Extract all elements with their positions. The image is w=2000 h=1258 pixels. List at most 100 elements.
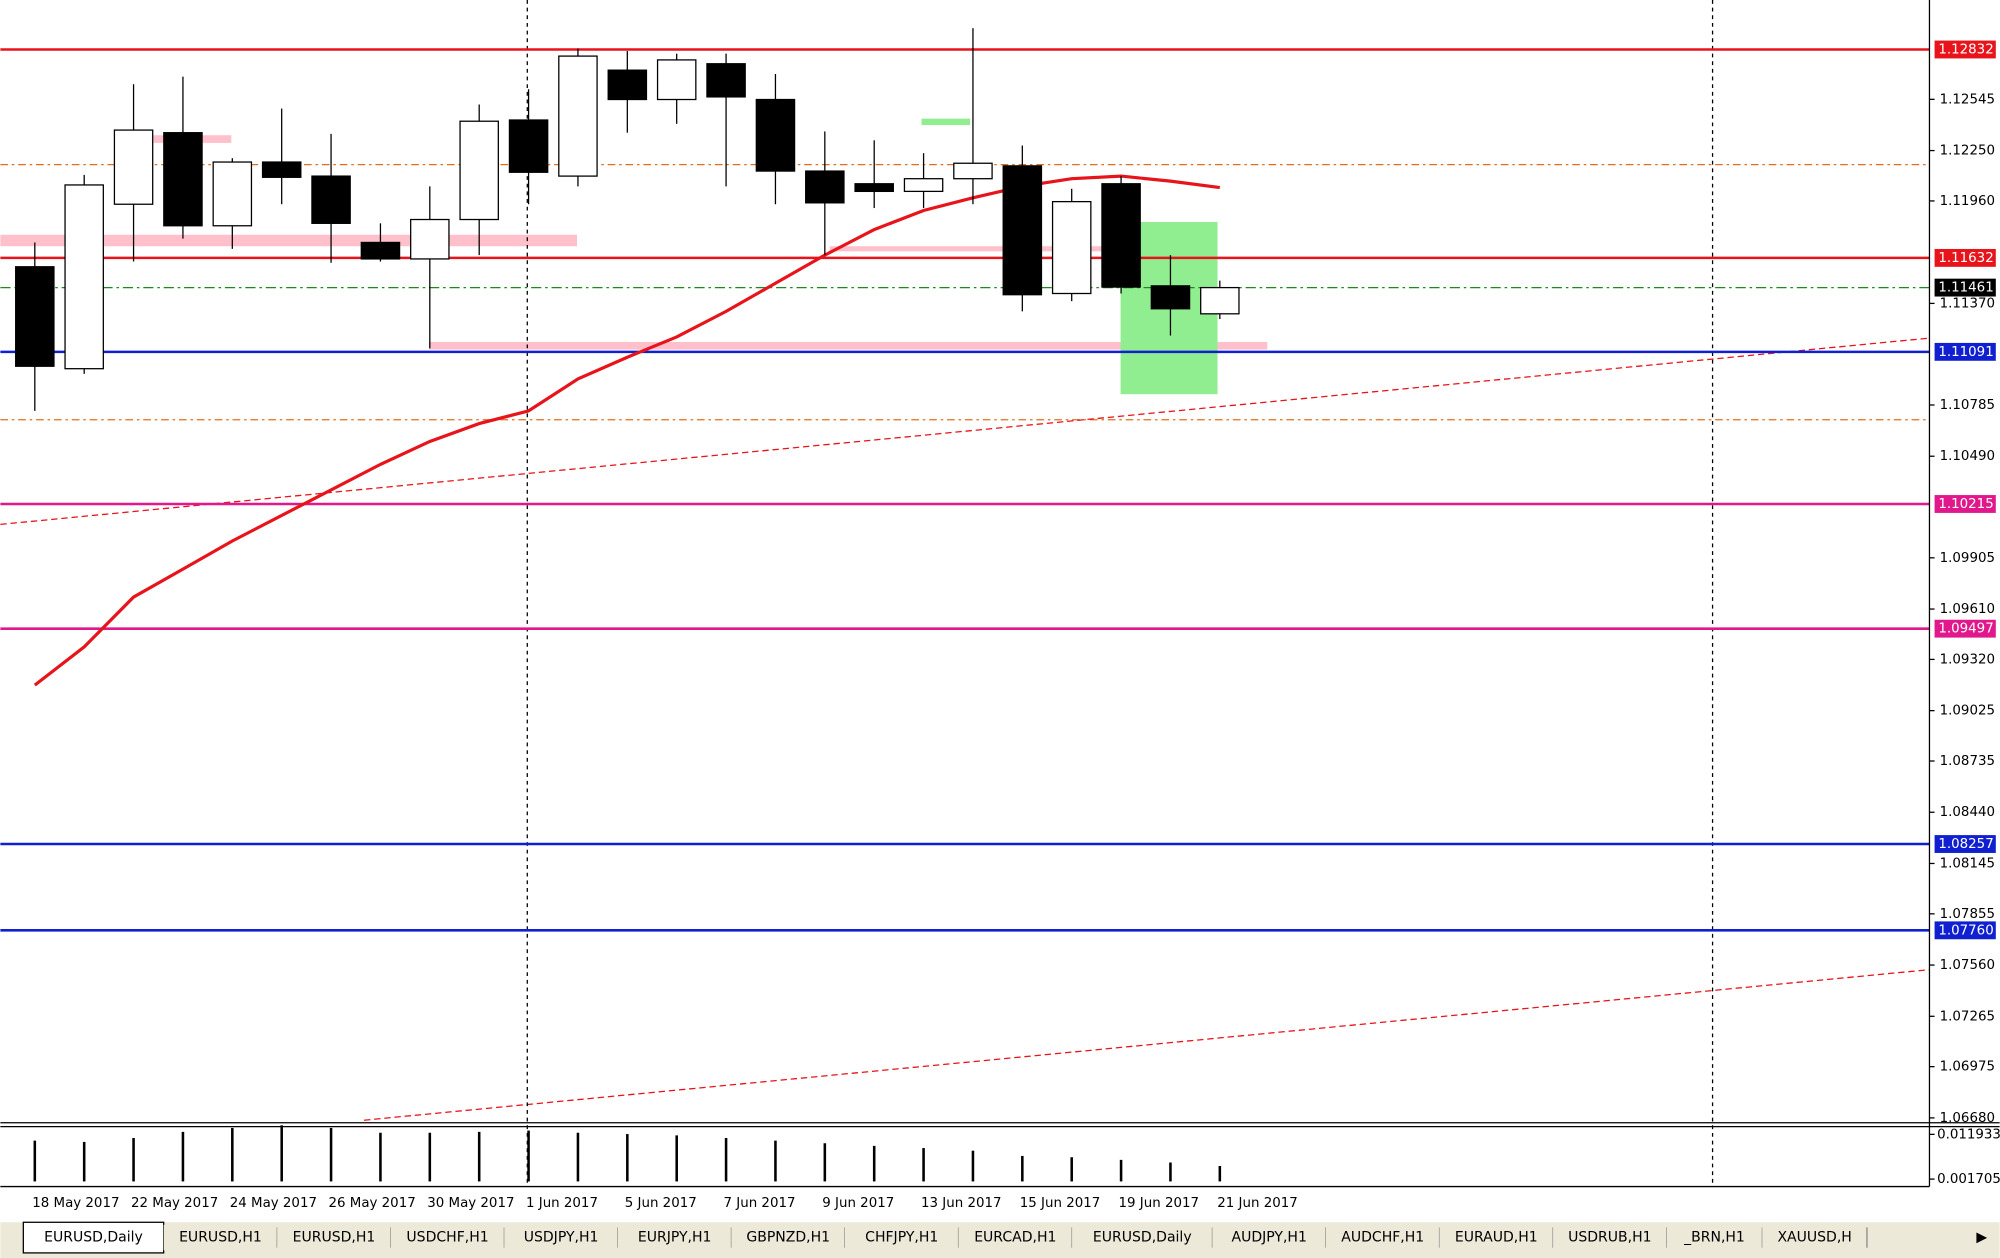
tab-label[interactable]: EURAUD,H1: [1455, 1230, 1538, 1246]
level-label: 1.11632: [1938, 251, 1993, 266]
tab[interactable]: [844, 1224, 959, 1251]
level-label: 1.10215: [1938, 497, 1993, 512]
candle-body: [805, 170, 845, 204]
y-tick-label: 1.09320: [1940, 652, 1995, 667]
y-tick-label: 1.07265: [1940, 1009, 1995, 1024]
tab-label[interactable]: _BRN,H1: [1683, 1230, 1745, 1246]
tab[interactable]: [1666, 1224, 1763, 1251]
tab-label[interactable]: AUDJPY,H1: [1232, 1230, 1307, 1246]
tab-label[interactable]: EURJPY,H1: [638, 1230, 712, 1246]
candle-body: [903, 178, 944, 193]
y-tick-label: 1.08145: [1940, 856, 1995, 871]
candle-body: [755, 98, 796, 172]
level-label-box: [1934, 495, 1996, 513]
x-tick-label: 7 Jun 2017: [724, 1196, 796, 1211]
zone: [429, 341, 1268, 350]
y-tick-label: 1.11370: [1940, 296, 1995, 311]
x-tick-label: 5 Jun 2017: [625, 1196, 697, 1211]
x-tick-label: 19 Jun 2017: [1119, 1196, 1199, 1211]
candle-body: [558, 55, 598, 177]
x-tick-label: 26 May 2017: [329, 1196, 416, 1211]
candle-body: [1150, 285, 1191, 310]
tab-label[interactable]: GBPNZD,H1: [746, 1230, 830, 1246]
level-label: 1.11091: [1938, 345, 1993, 360]
candle-body: [1200, 286, 1240, 315]
y-tick-label: 1.07855: [1940, 907, 1995, 922]
level-label: 1.07760: [1938, 923, 1993, 938]
x-tick-label: 18 May 2017: [32, 1196, 119, 1211]
candle-body: [508, 119, 549, 173]
indicator-tick-label: 0.001705: [1937, 1172, 2000, 1187]
tab[interactable]: [1439, 1224, 1554, 1251]
candle-body: [113, 129, 154, 205]
tab-label[interactable]: USDCHF,H1: [406, 1230, 488, 1246]
candle-body: [15, 266, 55, 367]
tab[interactable]: [958, 1224, 1073, 1251]
candle-body: [261, 161, 302, 178]
trendline: [0, 337, 1930, 526]
tab-label[interactable]: EURUSD,H1: [179, 1230, 262, 1246]
candle-body: [459, 120, 499, 221]
tab[interactable]: [1212, 1224, 1326, 1251]
x-tick-label: 24 May 2017: [230, 1196, 317, 1211]
tab-label[interactable]: EURUSD,Daily: [44, 1230, 143, 1246]
y-tick-label: 1.10785: [1940, 398, 1995, 413]
y-tick-label: 1.10490: [1940, 449, 1995, 464]
y-tick-label: 1.06975: [1940, 1060, 1995, 1075]
y-tick-label: 1.09610: [1940, 602, 1995, 617]
plot: [15, 28, 1240, 1182]
tab[interactable]: [504, 1224, 618, 1251]
x-tick-label: 30 May 2017: [427, 1196, 514, 1211]
candle-body: [410, 218, 450, 260]
x-tick-label: 15 Jun 2017: [1020, 1196, 1100, 1211]
tab-label[interactable]: CHFJPY,H1: [865, 1230, 938, 1246]
candle-body: [854, 183, 894, 193]
y-tick-label: 1.07560: [1940, 958, 1995, 973]
tab[interactable]: [277, 1224, 391, 1251]
zone: [921, 118, 971, 126]
level-label-box: [1934, 619, 1996, 638]
tab-label[interactable]: EURUSD,H1: [293, 1230, 376, 1246]
candle-body: [1101, 183, 1141, 288]
tab-scroll[interactable]: ▶: [1976, 1230, 1987, 1246]
candle-body: [656, 59, 697, 101]
level-label-box: [1934, 40, 1996, 59]
level-label-box: [1934, 921, 1996, 940]
candle-body: [953, 162, 993, 180]
tabs: EURUSD,Daily EURUSD,H1 EURUSD,H1 USDCHF,H1 U…: [22, 1221, 1868, 1254]
candle-body: [1051, 200, 1092, 295]
level-label-box: [1934, 342, 1996, 361]
zone: [829, 246, 1162, 252]
y-tick-label: 1.08440: [1940, 805, 1995, 820]
tab-label[interactable]: EURUSD,Daily: [1093, 1230, 1192, 1246]
candle-body: [607, 69, 648, 101]
tab-label[interactable]: USDRUB,H1: [1568, 1230, 1651, 1246]
x-tick-label: 1 Jun 2017: [526, 1196, 598, 1211]
tab-label[interactable]: XAUUSD,H: [1777, 1230, 1851, 1246]
tab[interactable]: [390, 1224, 505, 1251]
tab[interactable]: [731, 1224, 845, 1251]
candle-body: [311, 175, 351, 224]
y-tick-label: 1.06680: [1940, 1111, 1995, 1126]
tab[interactable]: [163, 1224, 278, 1251]
tab[interactable]: [1325, 1224, 1440, 1251]
tab[interactable]: [1762, 1224, 1867, 1251]
tab[interactable]: [1553, 1224, 1667, 1251]
y-tick-label: 1.09905: [1940, 551, 1995, 566]
candle-body: [163, 132, 203, 227]
candle-body: [706, 63, 746, 98]
tab-label[interactable]: USDJPY,H1: [524, 1230, 599, 1246]
tab-label[interactable]: AUDCHF,H1: [1341, 1230, 1424, 1246]
y-tick-label: 1.12545: [1940, 92, 1995, 107]
tab[interactable]: [1072, 1224, 1213, 1251]
candle-body: [1002, 165, 1043, 296]
candle-body: [360, 241, 401, 260]
zone: [0, 234, 578, 247]
y-tick-label: 1.08735: [1940, 754, 1995, 769]
tab[interactable]: [617, 1224, 732, 1251]
tab-label[interactable]: EURCAD,H1: [974, 1230, 1056, 1246]
candle-body: [64, 184, 104, 370]
level-label-box: [1934, 278, 1996, 297]
